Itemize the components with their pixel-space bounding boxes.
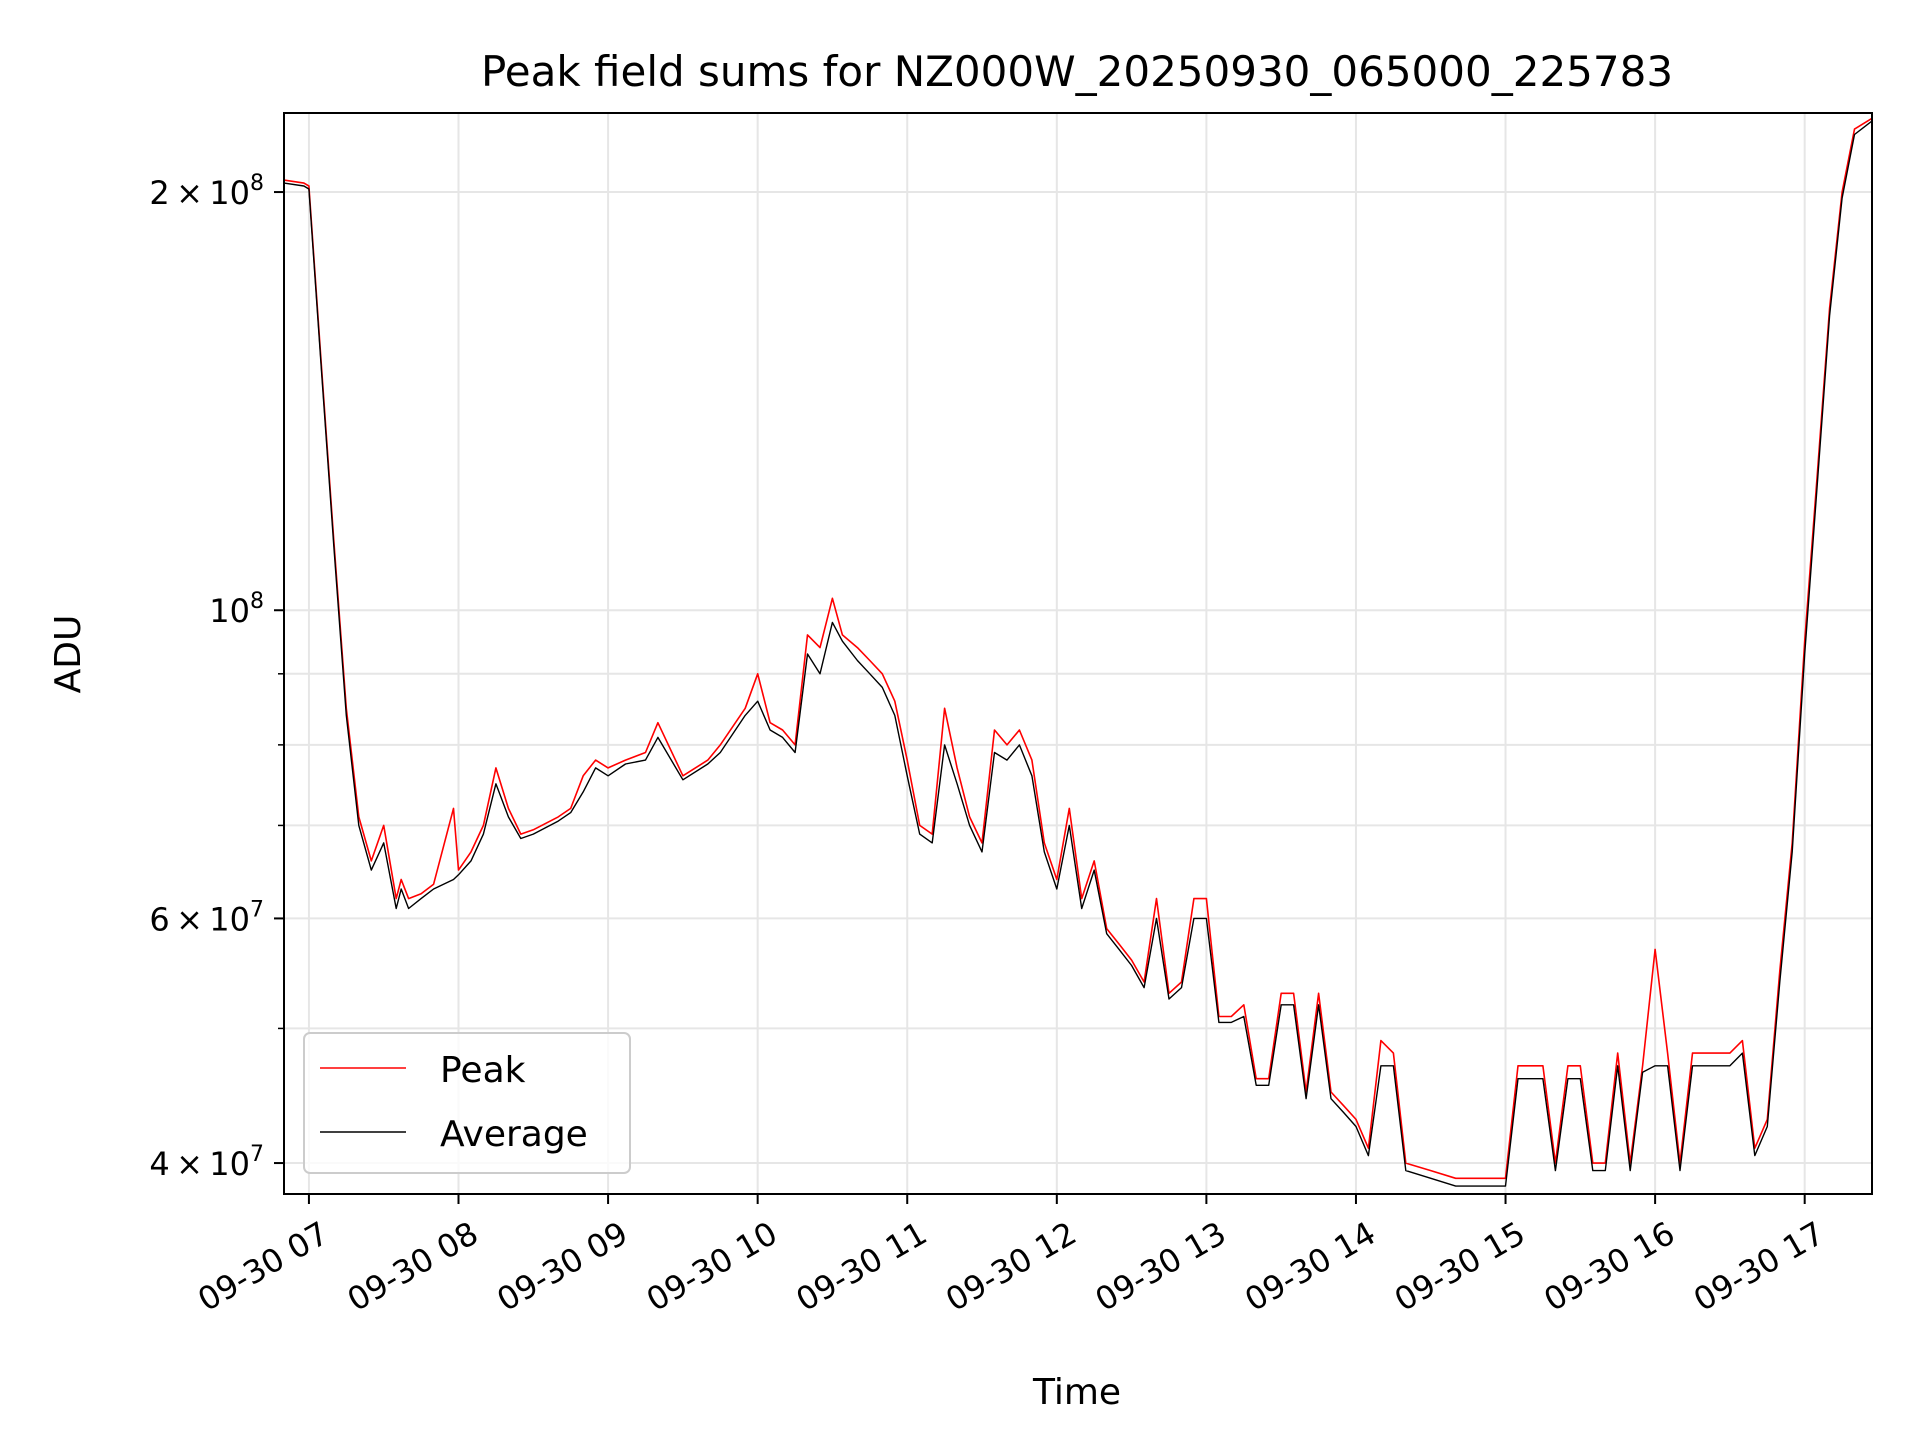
axes-frame <box>283 112 1873 1195</box>
y-axis: 4 × 107 6 × 107 108 2 × 108 <box>149 171 284 1183</box>
plot-area <box>283 117 1873 1187</box>
legend-label-average: Average <box>440 1114 588 1155</box>
legend: Peak Average <box>303 1032 631 1174</box>
y-tick-label: 4 × 107 <box>149 1142 264 1183</box>
y-tick-label: 6 × 107 <box>149 897 264 938</box>
chart-title: Peak field sums for NZ000W_20250930_0650… <box>481 47 1673 96</box>
series-line-average <box>283 120 1873 1187</box>
series-line-peak <box>283 117 1873 1180</box>
y-axis-label: ADU <box>48 615 89 694</box>
x-axis-label: Time <box>1032 1372 1121 1413</box>
legend-label-peak: Peak <box>440 1050 526 1091</box>
grid <box>284 113 1872 1194</box>
y-tick-label: 108 <box>209 589 264 630</box>
y-tick-label: 2 × 108 <box>149 171 264 212</box>
